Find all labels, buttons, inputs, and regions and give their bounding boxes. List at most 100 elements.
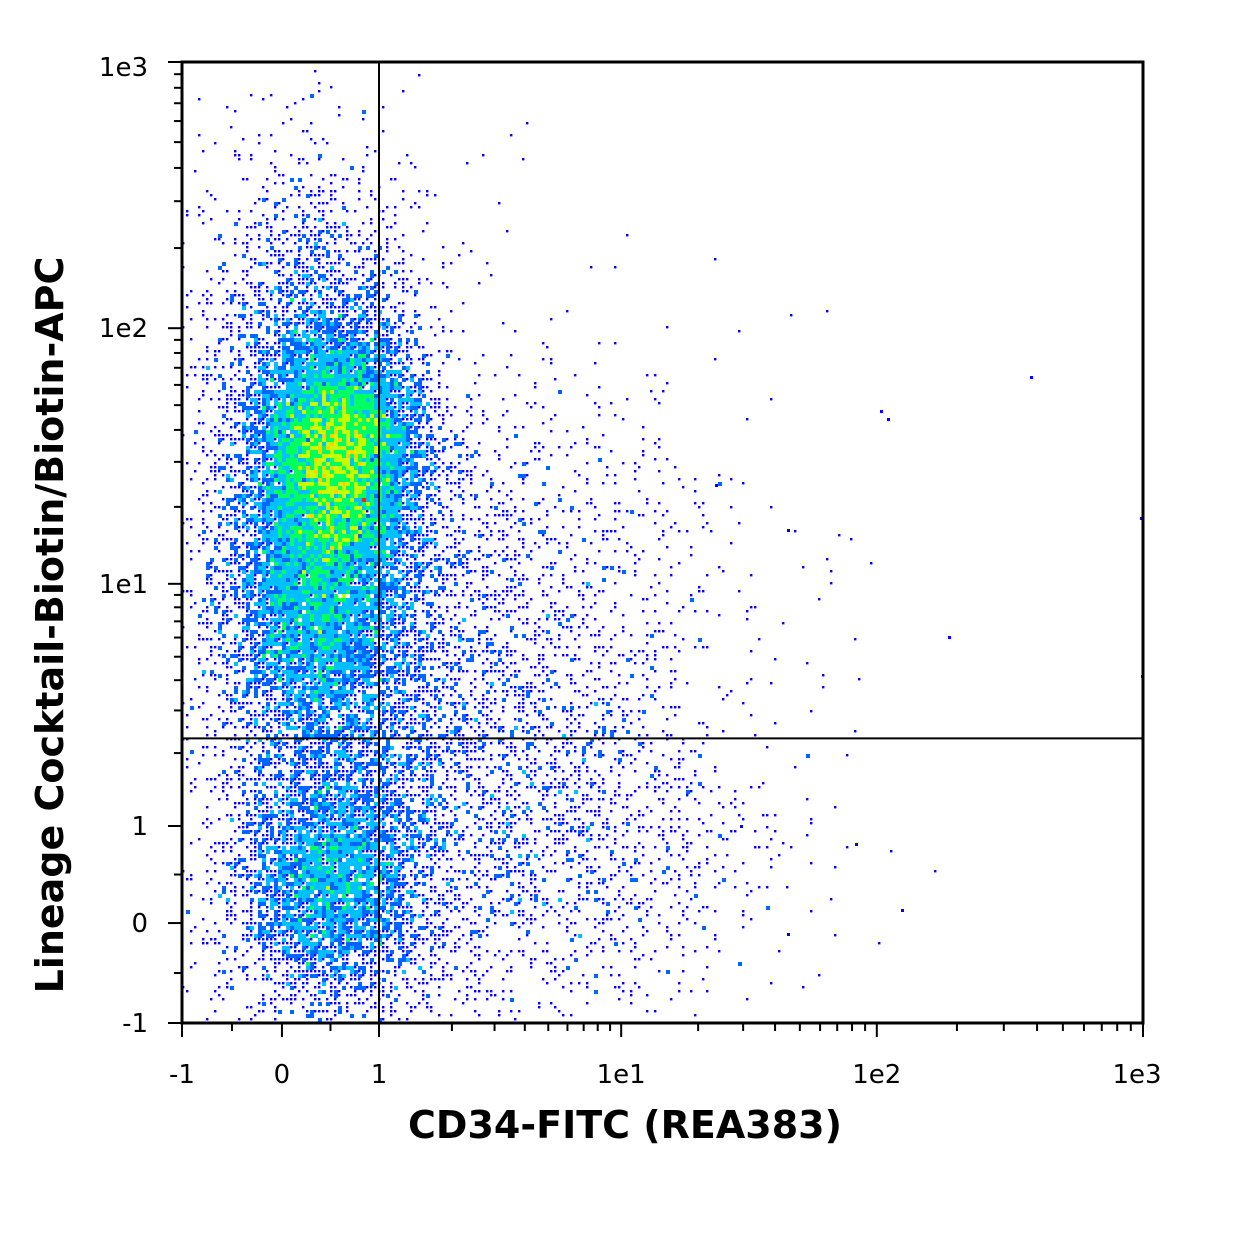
event-point [250,570,254,574]
event-point [362,446,366,450]
event-point [422,346,425,349]
event-point [274,478,278,482]
event-point [390,358,393,361]
event-point [302,522,306,526]
event-point [318,210,321,213]
event-point [294,546,298,550]
event-point [410,162,413,165]
event-point [330,298,333,301]
event-point [458,562,462,566]
event-point [206,346,209,349]
event-point [246,622,250,626]
event-point [302,394,306,398]
event-point [390,590,393,593]
event-point [366,350,370,354]
event-point [298,246,302,250]
event-point [262,262,266,266]
event-point [258,494,262,498]
event-point [294,490,298,494]
event-point [294,582,298,586]
event-point [326,358,330,362]
event-point [250,470,254,474]
event-point [638,466,641,469]
event-point [362,522,366,526]
event-point [246,494,250,498]
event-point [634,562,637,565]
event-point [302,578,306,582]
event-point [246,270,249,273]
event-point [374,250,377,253]
event-point [346,538,350,542]
event-point [374,614,378,618]
event-point [422,454,426,458]
event-point [210,510,213,513]
event-point [258,362,261,365]
event-point [338,482,342,486]
event-point [298,274,301,277]
event-point [414,538,417,541]
event-point [250,414,253,417]
event-point [210,602,214,606]
event-point [418,282,421,285]
event-point [334,318,338,322]
event-point [266,290,269,293]
event-point [202,422,205,425]
event-point [262,498,266,502]
event-point [342,438,346,442]
event-point [362,318,365,321]
event-point [266,562,270,566]
event-point [498,514,501,517]
event-point [386,590,389,593]
event-point [274,614,277,617]
event-point [318,410,322,414]
event-point [422,466,426,470]
event-point [238,398,241,401]
event-point [298,450,302,454]
event-point [390,514,394,518]
event-point [474,614,477,617]
event-point [306,566,310,570]
event-point [518,594,521,597]
event-point [382,598,385,601]
event-point [318,306,321,309]
event-point [454,542,457,545]
event-point [370,394,374,398]
event-point [366,558,370,562]
event-point [398,594,402,598]
event-point [398,406,402,410]
event-point [306,614,310,618]
event-point [350,370,353,373]
event-point [382,610,386,614]
event-point [198,410,201,413]
event-point [278,318,281,321]
event-point [334,498,338,502]
event-point [342,486,346,490]
event-point [298,610,302,614]
event-point [318,374,322,378]
event-point [394,602,398,606]
event-point [526,122,529,125]
event-point [338,258,341,261]
event-point [406,378,409,381]
event-point [286,438,290,442]
event-point [646,374,649,377]
event-point [322,406,326,410]
event-point [330,546,334,550]
event-point [342,330,345,333]
event-point [214,318,217,321]
event-point [418,470,421,473]
event-point [298,554,302,558]
event-point [426,590,430,594]
event-point [326,598,330,602]
event-point [334,546,338,550]
event-point [450,414,453,417]
event-point [282,382,285,385]
event-point [358,590,362,594]
event-point [394,374,397,377]
event-point [330,598,334,602]
event-point [426,422,429,425]
event-point [298,250,301,253]
event-point [390,522,394,526]
event-point [330,482,334,486]
event-point [262,518,266,522]
